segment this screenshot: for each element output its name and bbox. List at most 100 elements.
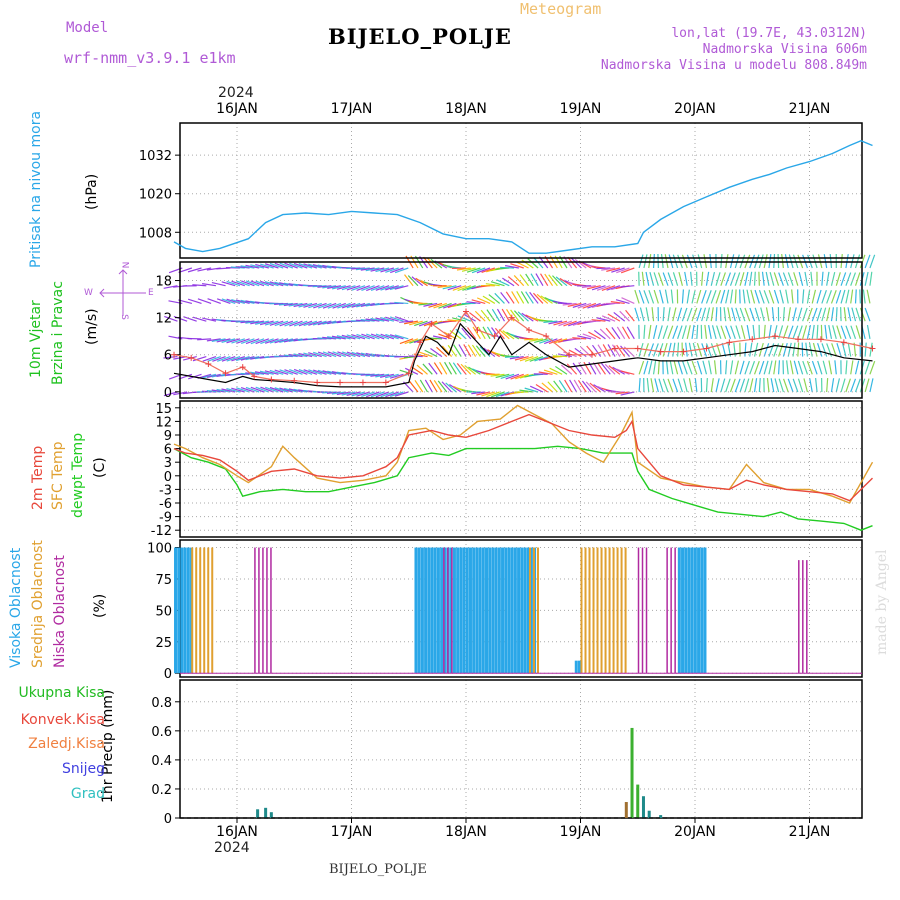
wind-barb xyxy=(221,338,236,343)
wind-barb xyxy=(269,369,284,375)
wind-barb xyxy=(351,351,366,358)
wind-barb xyxy=(404,320,419,325)
wind-barb xyxy=(538,371,553,375)
wind-barb xyxy=(662,378,669,393)
wind-barb xyxy=(785,289,789,304)
wind-barb xyxy=(360,267,375,271)
wind-barb xyxy=(303,369,318,375)
cloud-bar-high xyxy=(430,547,434,674)
wind-barb xyxy=(560,364,573,375)
wind-barb xyxy=(293,353,308,358)
wind-barb xyxy=(720,378,726,393)
y-tick-label: 1032 xyxy=(139,149,172,164)
wind-barb xyxy=(828,360,833,375)
wind-barb xyxy=(240,320,255,324)
wind-barb xyxy=(331,335,346,340)
cloud-bar-high xyxy=(443,547,447,674)
wind-barb xyxy=(510,309,520,322)
wind-barb xyxy=(202,283,217,287)
precip-freezing-label: Zaledj.Kisa xyxy=(28,736,105,752)
wind-barb xyxy=(686,289,690,304)
wind-barb xyxy=(601,285,616,292)
wind-barb xyxy=(831,343,837,357)
wind-barb xyxy=(385,316,399,322)
cloud-bar-mid xyxy=(199,547,202,674)
wind-barb xyxy=(540,273,549,287)
wind-barb xyxy=(356,285,371,291)
precip-bar xyxy=(630,727,634,818)
wind-barb xyxy=(816,289,822,304)
wind-barb xyxy=(226,298,241,305)
wind-barb xyxy=(418,320,433,327)
cloud-bar-low xyxy=(806,560,808,674)
wind-barb xyxy=(734,289,737,304)
wind-barb xyxy=(766,378,770,393)
wind-barb xyxy=(524,387,539,393)
y-tick-label: 1020 xyxy=(139,188,172,203)
wind-barb xyxy=(792,307,797,322)
cloud-bar-high xyxy=(488,547,492,674)
y-tick-label: 6 xyxy=(164,349,172,364)
wind-barb xyxy=(298,302,313,308)
precip-convective-label: Konvek.Kisa xyxy=(20,712,105,728)
wind-barb xyxy=(826,290,833,304)
wind-barb xyxy=(494,327,505,340)
wind-barb xyxy=(607,313,621,322)
wind-barb xyxy=(710,378,714,393)
wind-barb xyxy=(672,378,679,393)
wind-barb xyxy=(341,334,356,340)
wind-barb xyxy=(322,351,337,358)
wind-barb xyxy=(703,254,708,269)
wind-barb xyxy=(830,307,835,322)
wind-barb xyxy=(361,391,375,398)
wind-barb xyxy=(840,289,846,304)
wind-barb xyxy=(394,267,409,274)
wind-barb xyxy=(442,320,457,323)
wind-barb xyxy=(414,320,428,327)
wind-gust-marker xyxy=(268,376,275,383)
wind-barb xyxy=(691,360,698,375)
wind-barb xyxy=(375,317,390,322)
wind-barb xyxy=(572,337,587,340)
wind-barb xyxy=(613,311,626,322)
wind-barb xyxy=(778,343,784,357)
wind-barb xyxy=(346,351,361,358)
wind-barb xyxy=(701,289,707,304)
wind-barb xyxy=(384,373,399,379)
wind-barb xyxy=(773,289,780,304)
wind-barb xyxy=(753,271,756,286)
wind-barb xyxy=(797,342,800,357)
wind-barb xyxy=(279,338,294,343)
wind-gust-marker xyxy=(840,339,847,346)
wind-barb xyxy=(481,391,496,397)
wind-barb xyxy=(322,285,337,289)
wind-barb xyxy=(840,272,847,286)
wind-barb xyxy=(481,267,496,274)
cloud-bar-high xyxy=(687,547,691,674)
wind-barb xyxy=(437,285,452,289)
wind-barb xyxy=(245,372,260,375)
wind-barb xyxy=(511,291,520,304)
wind-barb xyxy=(326,391,342,395)
wind-barb xyxy=(586,285,601,290)
wind-barb xyxy=(442,285,457,290)
wind-barb xyxy=(221,298,236,304)
wind-barb xyxy=(669,360,674,375)
cloud-bar-high xyxy=(513,547,517,674)
wind-barb xyxy=(490,373,505,377)
cloud-bar-mid xyxy=(580,547,583,674)
wind-barb xyxy=(824,324,828,339)
wind-barb xyxy=(739,272,745,286)
wind-gust-marker xyxy=(445,333,452,340)
wind-barb xyxy=(183,316,197,322)
wind-barb xyxy=(289,320,303,327)
wind-barb xyxy=(245,264,260,269)
top-date-label: 17JAN xyxy=(331,101,373,117)
wind-barb xyxy=(468,366,481,375)
wind-barb xyxy=(582,333,597,340)
wind-barb xyxy=(423,302,438,307)
wind-gust-marker xyxy=(726,339,733,346)
wind-barb xyxy=(192,316,207,322)
wind-gust-marker xyxy=(525,327,532,333)
wind-barb xyxy=(494,292,505,304)
